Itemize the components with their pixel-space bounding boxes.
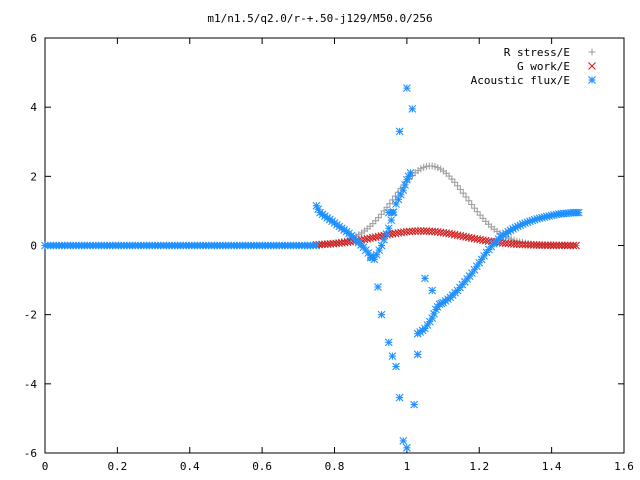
data-point [456,185,464,193]
data-point [416,227,425,235]
legend-marker [588,62,596,70]
data-point [538,241,547,250]
legend-label: G work/E [517,60,570,73]
data-point [555,241,564,250]
data-point [395,393,404,402]
data-point [541,241,549,250]
legend-marker [588,48,596,56]
data-point [524,240,532,249]
y-tick-label: 6 [30,32,37,45]
x-tick-label: 1.6 [614,460,634,473]
data-marks [41,84,583,452]
axes: 0 0.2 0.4 0.6 0.8 1 1.2 1.4 1.6 6 4 2 0 -2 -4 -6 [24,32,634,473]
data-point [574,208,583,217]
y-tick-label: 2 [30,170,37,183]
data-point [374,283,382,291]
data-point [402,84,411,93]
data-point [470,204,478,212]
data-point [552,241,561,250]
y-tick-label: -4 [24,378,38,391]
data-point [399,437,408,445]
data-point [462,193,470,201]
legend-label: R stress/E [504,46,570,59]
data-point [384,224,393,233]
data-point [406,168,415,177]
y-tick-label: -6 [24,447,37,460]
x-tick-label: 0 [42,460,49,473]
data-point [413,350,422,359]
y-tick-label: 0 [30,240,37,253]
data-point [563,241,572,250]
data-point [572,241,580,250]
data-point [532,241,541,249]
x-tick-label: 1 [404,460,411,473]
data-point [388,208,397,217]
data-point [560,241,569,250]
x-tick-label: 0.6 [252,460,272,473]
data-point [384,338,393,347]
data-point [408,105,417,113]
data-point [366,253,375,262]
data-point [543,241,552,250]
data-point [386,200,394,208]
data-point [527,241,535,249]
data-point [399,186,408,195]
data-point [549,241,558,250]
data-point [468,201,476,209]
data-point [465,197,473,205]
legend-label: Acoustic flux/E [471,74,570,87]
y-tick-label: 4 [30,101,37,114]
data-point [428,286,437,295]
x-tick-label: 0.4 [180,460,200,473]
data-point [558,241,566,250]
data-point [377,310,386,319]
data-point [546,241,555,250]
x-tick-label: 0.8 [325,460,345,473]
data-point [388,352,397,361]
data-point [410,400,419,409]
data-point [411,227,420,236]
data-point [372,250,381,259]
data-point [392,362,400,371]
data-point [414,227,422,235]
data-point [401,181,409,189]
data-point [535,241,544,250]
data-point [383,203,391,211]
x-tick-label: 1.2 [469,460,489,473]
data-point [395,127,404,136]
data-point [421,274,429,283]
data-point [312,241,320,250]
data-point [459,189,467,197]
y-tick-label: -2 [24,309,37,322]
x-tick-label: 1.4 [542,460,562,473]
data-point [529,241,538,249]
data-point [387,216,396,225]
data-point [566,241,575,250]
data-point [402,443,411,452]
x-tick-label: 0.2 [107,460,127,473]
legend-marker [588,76,596,84]
data-point [454,182,462,190]
data-point [569,241,578,250]
chart-title: m1/n1.5/q2.0/r-+.50-j129/M50.0/256 [207,12,432,25]
